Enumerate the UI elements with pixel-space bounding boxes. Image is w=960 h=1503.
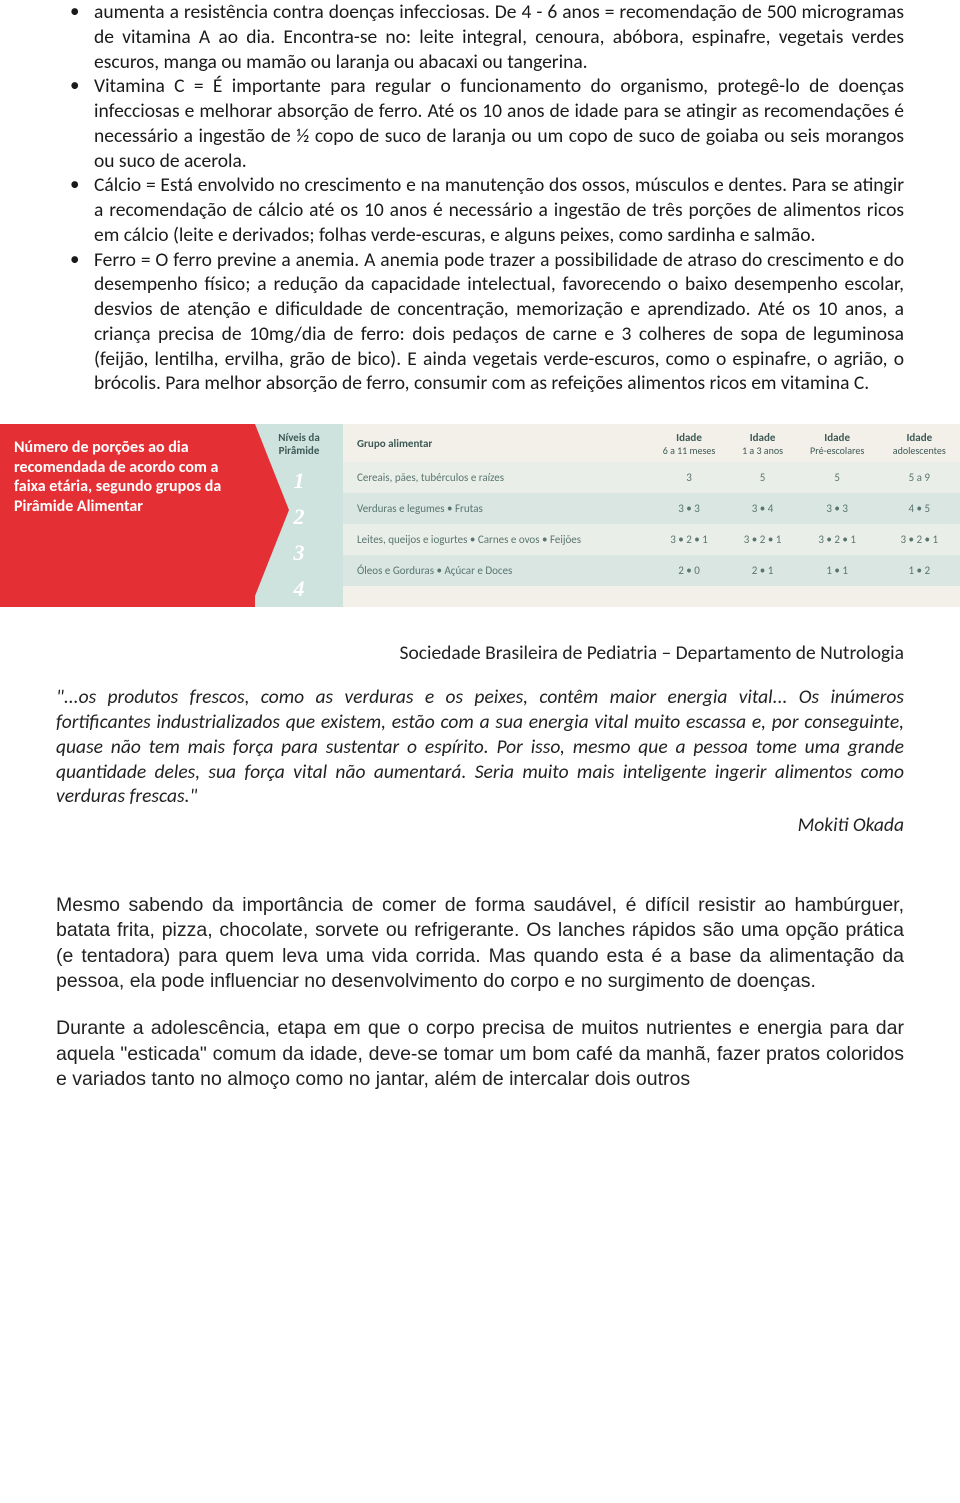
cell-value: 3 • 4 <box>729 493 795 524</box>
cell-value: 2 • 1 <box>729 555 795 586</box>
table-row: Verduras e legumes • Frutas 3 • 3 3 • 4 … <box>343 493 960 524</box>
cell-value: 5 a 9 <box>879 462 960 493</box>
bullet-item: aumenta a resistência contra doenças inf… <box>56 0 904 74</box>
cell-value: 1 • 2 <box>879 555 960 586</box>
cell-value: 3 • 2 • 1 <box>879 524 960 555</box>
cell-value: 2 • 0 <box>649 555 730 586</box>
pyramid-data-table: Grupo alimentar Idade6 a 11 meses Idade1… <box>343 424 960 607</box>
col-header-age2: Idade1 a 3 anos <box>729 424 795 462</box>
quote-paragraph: "...os produtos frescos, como as verdura… <box>56 685 904 809</box>
arrow-callout: Número de porções ao dia recomendada de … <box>0 424 255 607</box>
body-paragraph: Durante a adolescência, etapa em que o c… <box>56 1016 904 1092</box>
col-header-age4: Idadeadolescentes <box>879 424 960 462</box>
cell-value: 5 <box>796 462 879 493</box>
body-paragraph: Mesmo sabendo da importância de comer de… <box>56 893 904 994</box>
col-header-group: Grupo alimentar <box>343 424 649 462</box>
cell-group: Óleos e Gorduras • Açúcar e Doces <box>343 555 649 586</box>
quote-author: Mokiti Okada <box>56 813 904 837</box>
cell-value: 3 • 3 <box>796 493 879 524</box>
cell-value: 4 • 5 <box>879 493 960 524</box>
table-row: Cereais, pães, tubérculos e raízes 3 5 5… <box>343 462 960 493</box>
cell-value: 3 • 3 <box>649 493 730 524</box>
bullet-item: Vitamina C = É importante para regular o… <box>56 74 904 173</box>
cell-value: 3 <box>649 462 730 493</box>
cell-group: Verduras e legumes • Frutas <box>343 493 649 524</box>
cell-value: 3 • 2 • 1 <box>796 524 879 555</box>
food-pyramid-infographic: Número de porções ao dia recomendada de … <box>0 424 960 607</box>
col-header- -age1: Idade6 a 11 meses <box>649 424 730 462</box>
vitamin-bullet-list: aumenta a resistência contra doenças inf… <box>56 0 904 396</box>
cell-value: 1 • 1 <box>796 555 879 586</box>
cell-value: 5 <box>729 462 795 493</box>
cell-group: Leites, queijos e iogurtes • Carnes e ov… <box>343 524 649 555</box>
cell-group: Cereais, pães, tubérculos e raízes <box>343 462 649 493</box>
infographic-source: Sociedade Brasileira de Pediatria – Depa… <box>56 641 904 665</box>
col-header-age3: IdadePré-escolares <box>796 424 879 462</box>
bullet-item: Cálcio = Está envolvido no crescimento e… <box>56 173 904 247</box>
cell-value: 3 • 2 • 1 <box>649 524 730 555</box>
bullet-item: Ferro = O ferro previne a anemia. A anem… <box>56 248 904 397</box>
cell-value: 3 • 2 • 1 <box>729 524 795 555</box>
arrow-text: Número de porções ao dia recomendada de … <box>14 438 221 516</box>
table-row: Óleos e Gorduras • Açúcar e Doces 2 • 0 … <box>343 555 960 586</box>
table-row: Leites, queijos e iogurtes • Carnes e ov… <box>343 524 960 555</box>
